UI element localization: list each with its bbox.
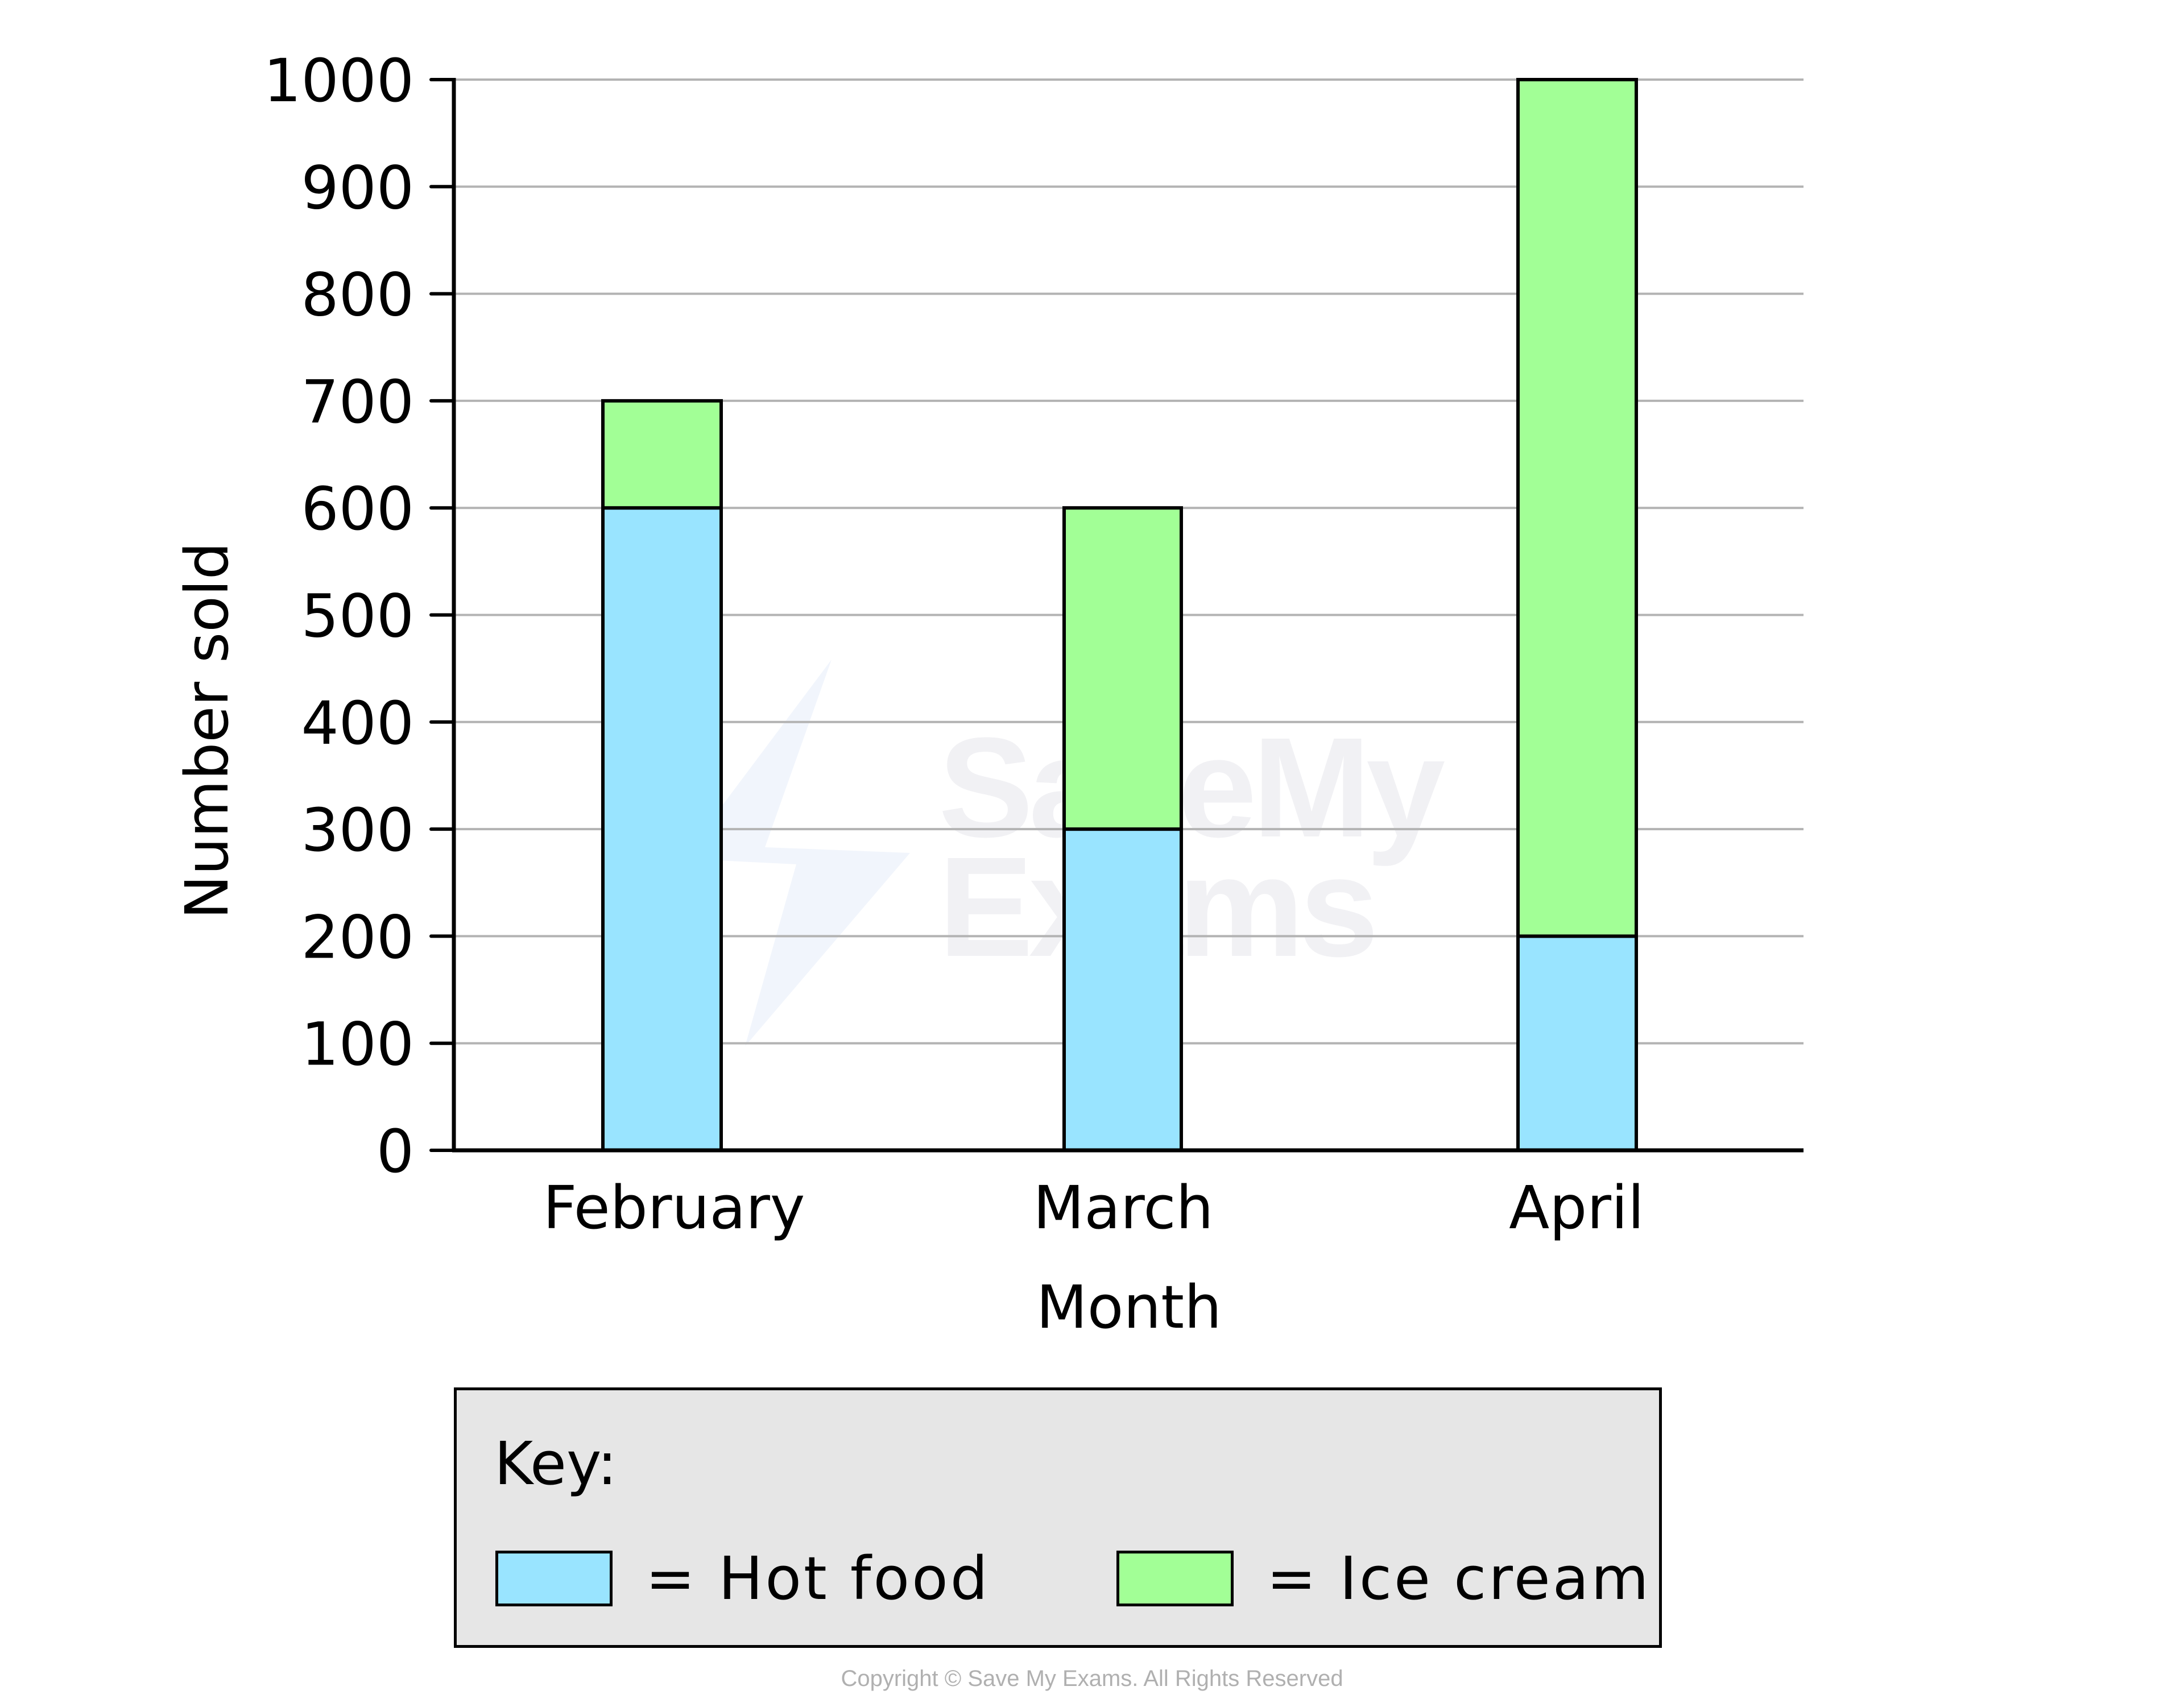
bars — [601, 78, 1638, 1153]
bar-segment-hot-food — [1062, 827, 1183, 1152]
y-tick-label: 300 — [301, 796, 414, 865]
y-tick-label: 0 — [377, 1117, 414, 1186]
y-tick-label: 1000 — [263, 46, 414, 115]
y-tick-label: 800 — [301, 260, 414, 330]
bar-segment-hot-food — [601, 506, 723, 1153]
x-category-labels: February March April — [543, 1173, 1644, 1242]
x-category-label: February — [543, 1173, 805, 1242]
hot-food-swatch — [495, 1551, 613, 1606]
legend-label-hot-food: = Hot food — [646, 1544, 990, 1613]
legend-title: Key: — [494, 1429, 618, 1498]
y-tick-label: 700 — [301, 367, 414, 437]
y-tick-label: 500 — [301, 582, 414, 651]
y-tick-label: 100 — [301, 1010, 414, 1079]
y-axis-title: Number sold — [172, 542, 242, 919]
bar-segment-ice-cream — [1516, 78, 1638, 938]
y-tick-label: 900 — [301, 153, 414, 222]
copyright-notice: Copyright © Save My Exams. All Rights Re… — [841, 1666, 1343, 1691]
legend: Key: = Hot food = Ice cream — [454, 1387, 1662, 1648]
ice-cream-swatch — [1116, 1551, 1234, 1606]
legend-item-hot-food: = Hot food — [495, 1544, 990, 1613]
bar-segment-hot-food — [1516, 934, 1638, 1153]
y-tick-label: 400 — [301, 689, 414, 758]
y-tick-label: 200 — [301, 902, 414, 972]
legend-item-ice-cream: = Ice cream — [1116, 1544, 1651, 1613]
y-tick-label: 600 — [301, 474, 414, 544]
x-category-label: April — [1509, 1173, 1644, 1242]
bar-segment-ice-cream — [1062, 506, 1183, 831]
x-axis-title: Month — [1036, 1273, 1222, 1342]
x-category-label: March — [1033, 1173, 1213, 1242]
bar-segment-ice-cream — [601, 399, 723, 510]
lightning-bolt-icon — [682, 660, 910, 1046]
legend-label-ice-cream: = Ice cream — [1267, 1544, 1651, 1613]
y-ticks: 0 100 200 300 400 500 600 700 800 900 1000 — [263, 46, 456, 1186]
watermark-line-1: SaveMy — [938, 708, 1445, 867]
